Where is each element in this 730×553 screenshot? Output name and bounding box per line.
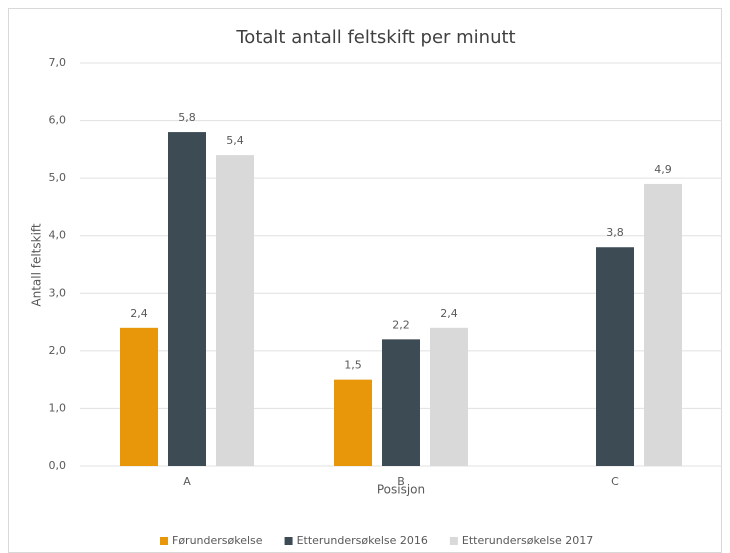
bar [120, 327, 158, 466]
legend-swatch [449, 537, 458, 545]
bar [644, 183, 682, 466]
y-tick-label: 1,0 [49, 401, 67, 414]
x-tick-label: B [397, 475, 405, 488]
bar [596, 247, 634, 466]
x-axis-title: Posisjon [377, 483, 425, 497]
y-tick-label: 2,0 [49, 344, 67, 357]
value-label: 4,9 [654, 163, 672, 176]
bar [334, 379, 372, 466]
value-label: 5,4 [226, 134, 244, 147]
value-label: 1,5 [344, 359, 362, 372]
value-label: 3,8 [606, 226, 624, 239]
y-tick-label: 7,0 [49, 56, 67, 69]
y-tick-label: 6,0 [49, 114, 67, 127]
y-tick-label: 5,0 [49, 171, 67, 184]
y-tick-label: 3,0 [49, 286, 67, 299]
bar [168, 132, 206, 467]
value-label: 2,4 [440, 307, 458, 320]
x-tick-label: A [183, 475, 191, 488]
legend-label: Førundersøkelse [172, 534, 263, 547]
value-label: 2,2 [392, 318, 410, 331]
bar [216, 155, 254, 466]
value-label: 5,8 [178, 111, 196, 124]
legend-swatch [160, 537, 168, 545]
x-tick-label: C [611, 475, 619, 488]
legend-swatch [284, 537, 293, 545]
legend-label: Etterundersøkelse 2016 [297, 534, 428, 547]
value-label: 2,4 [130, 307, 148, 320]
y-tick-label: 4,0 [49, 229, 67, 242]
chart-title: Totalt antall feltskift per minutt [235, 27, 515, 48]
bar [382, 339, 420, 466]
legend-label: Etterundersøkelse 2017 [462, 534, 593, 547]
y-axis-title: Antall feltskift [30, 223, 44, 307]
bar [430, 327, 468, 466]
y-tick-label: 0,0 [49, 459, 67, 472]
